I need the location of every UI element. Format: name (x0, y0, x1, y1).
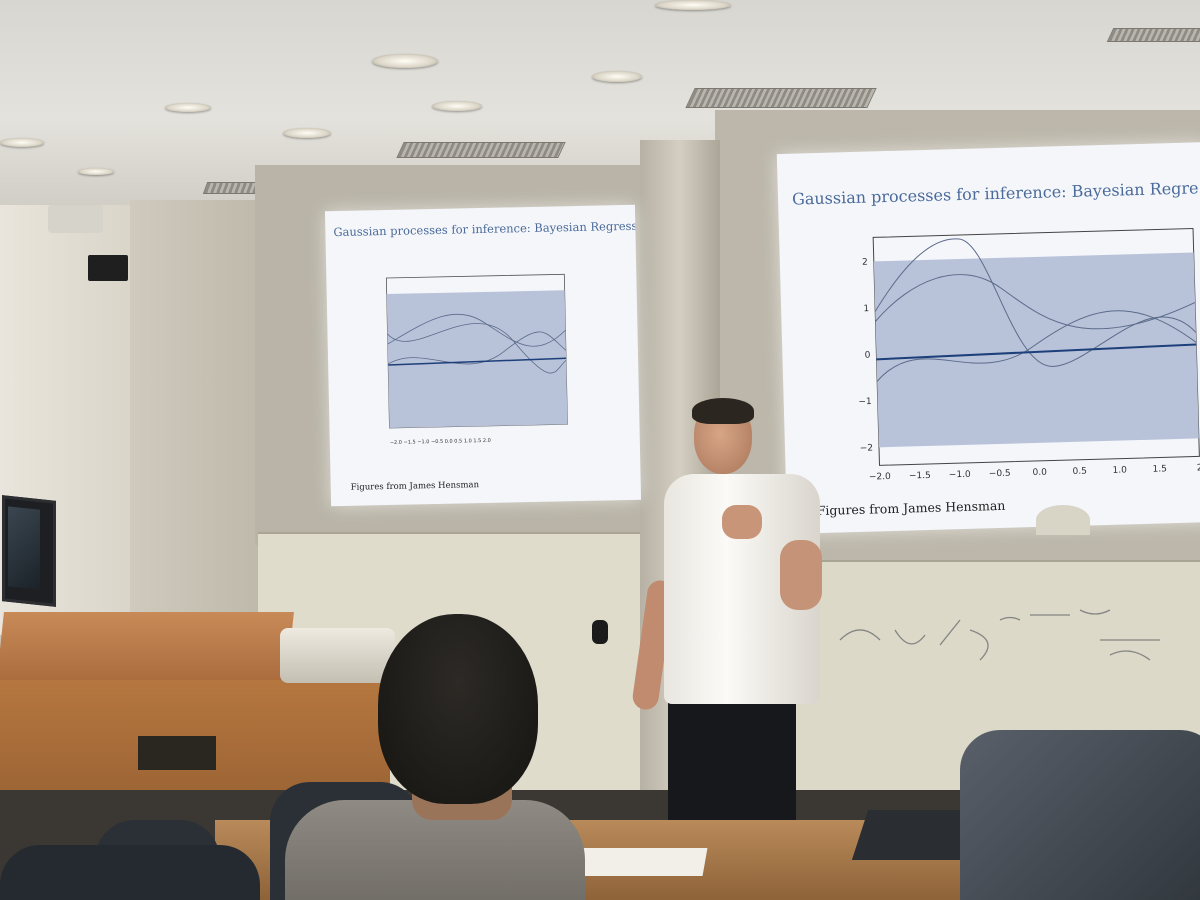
air-vent (1106, 28, 1200, 42)
sample-function (387, 323, 567, 374)
x-tick-label: 0.0 (1032, 468, 1047, 478)
air-vent (685, 88, 877, 108)
x-axis-ticks: −2.0 −1.5 −1.0 −0.5 0.0 0.5 1.0 1.5 2 (869, 463, 1200, 482)
presenter-arm (780, 540, 822, 610)
ceiling-light (592, 71, 642, 82)
screen-mount (1036, 505, 1090, 535)
ceiling-light (372, 54, 438, 68)
lectern-top (0, 612, 294, 687)
sample-function (874, 238, 1197, 367)
y-tick-label: 1 (863, 304, 869, 314)
wall-speaker (88, 255, 128, 281)
wall-column (130, 200, 260, 650)
y-tick-label: 2 (862, 258, 868, 268)
sample-function (876, 310, 1197, 382)
x-tick-label: 2 (1197, 463, 1200, 473)
projected-slide-right: Gaussian processes for inference: Bayesi… (776, 142, 1200, 534)
ceiling-light (283, 128, 331, 138)
x-tick-label: −1.0 (949, 470, 971, 481)
x-tick-label: 1.5 (1152, 464, 1167, 474)
posterior-mean-line (388, 357, 567, 366)
air-vent (396, 142, 566, 158)
presenter-hand (722, 505, 762, 539)
y-tick-label: −2 (860, 444, 874, 454)
whiteboard-scribbles (839, 609, 1160, 661)
ceiling-light (432, 101, 482, 111)
sample-function (875, 274, 1196, 330)
slide-title: Gaussian processes for inference: Bayesi… (791, 178, 1199, 209)
x-tick-label: −2.0 (869, 472, 891, 483)
lectern-panel (138, 736, 216, 770)
ceiling-light (78, 168, 114, 175)
wall-bracket (48, 205, 103, 233)
sample-function (387, 313, 566, 347)
projected-slide-left: Gaussian processes for inference: Bayesi… (324, 204, 642, 507)
x-tick-label: 0.5 (1072, 467, 1087, 477)
posterior-mean-line (876, 343, 1197, 361)
sample-function (387, 331, 567, 365)
confidence-band (873, 252, 1199, 448)
regression-plot: −2.0 −1.5 −1.0 −0.5 0.0 0.5 1.0 1.5 2 2 1 0 −1 −2 (858, 227, 1200, 483)
monitor-screen (8, 506, 40, 590)
ceiling-light (0, 138, 44, 147)
x-tick-label: −0.5 (989, 469, 1011, 480)
presenter-hair (692, 398, 754, 424)
y-tick-label: −1 (858, 397, 872, 407)
svg-text:−2.0 −1.5 −1.0 −0.5 0.0: −2.0 −1.5 −1.0 −0.5 0.0 0.5 1.0 1.5 2.0 (390, 438, 491, 446)
confidence-band (386, 290, 568, 428)
slide-title: Gaussian processes for inference: Bayesi… (333, 218, 642, 240)
slide-credit: Figures from James Hensman (350, 480, 480, 493)
regression-plot: −2.0 −1.5 −1.0 −0.5 0.0 0.5 1.0 1.5 2.0 (385, 273, 568, 446)
y-axis-ticks: 2 1 0 −1 −2 (858, 258, 874, 454)
chair (960, 730, 1200, 900)
ceiling-light (165, 103, 211, 112)
x-tick-label: 1.0 (1112, 465, 1127, 475)
wall-switch (592, 620, 608, 644)
document-camera (280, 628, 395, 683)
slide-credit: Figures from James Hensman (816, 497, 1006, 519)
audience-member-head (378, 614, 538, 804)
ceiling-light (655, 0, 731, 10)
chair (0, 845, 260, 900)
y-tick-label: 0 (865, 351, 871, 361)
x-tick-label: −1.5 (909, 471, 931, 482)
